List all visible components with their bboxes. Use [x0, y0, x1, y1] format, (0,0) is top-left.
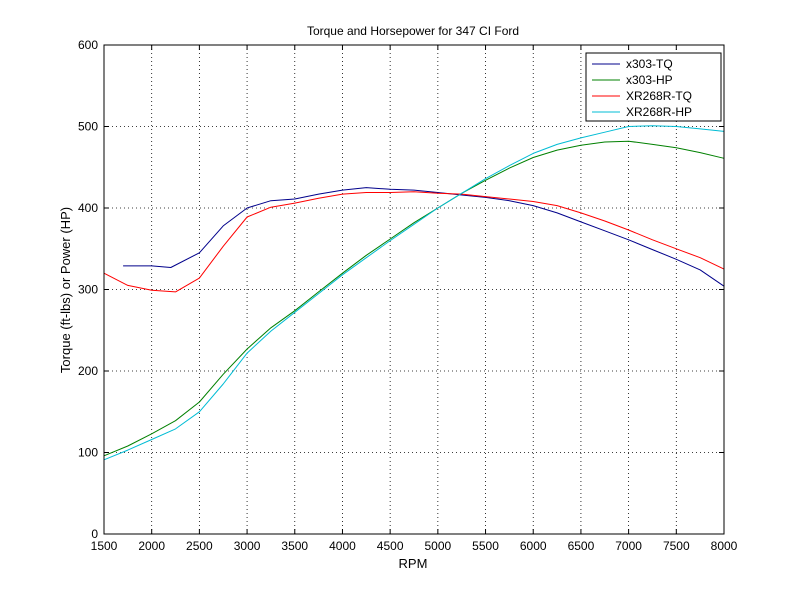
legend-label-x303-tq: x303-TQ [626, 57, 673, 71]
y-axis-label: Torque (ft-lbs) or Power (HP) [58, 207, 73, 373]
x-tick-label: 3500 [281, 539, 308, 553]
legend: x303-TQ x303-HP XR268R-TQ XR268R-HP [585, 52, 722, 122]
x-tick-label: 2500 [186, 539, 213, 553]
x-tick-label: 6000 [520, 539, 547, 553]
plot-lines [103, 125, 725, 461]
legend-label-xr268r-tq: XR268R-TQ [626, 89, 692, 103]
x-axis-label: RPM [399, 556, 428, 571]
x-tick-label: 7500 [663, 539, 690, 553]
y-tick-label: 400 [78, 201, 98, 215]
series-line-x303-tq [123, 187, 725, 287]
y-tick-label: 500 [78, 120, 98, 134]
x-tick-label: 7000 [615, 539, 642, 553]
chart-title: Torque and Horsepower for 347 CI Ford [307, 24, 519, 38]
y-tick-label: 200 [78, 364, 98, 378]
x-tick-label: 4500 [377, 539, 404, 553]
legend-label-x303-hp: x303-HP [626, 73, 673, 87]
x-tick-label: 8000 [711, 539, 738, 553]
series-line-xr268r-tq [103, 191, 725, 293]
x-tick-label: 1500 [91, 539, 118, 553]
x-tick-label: 6500 [568, 539, 595, 553]
y-tick-label: 300 [78, 283, 98, 297]
x-tick-label: 4000 [329, 539, 356, 553]
x-tick-label: 5000 [424, 539, 451, 553]
y-tick-label: 600 [78, 38, 98, 52]
series-line-x303-hp [103, 140, 725, 457]
series-line-xr268r-hp [103, 125, 725, 461]
legend-label-xr268r-hp: XR268R-HP [626, 105, 692, 119]
x-tick-label: 3000 [234, 539, 261, 553]
x-tick-label: 2000 [138, 539, 165, 553]
x-tick-label: 5500 [472, 539, 499, 553]
grid-lines [104, 45, 724, 534]
y-tick-label: 100 [78, 446, 98, 460]
y-tick-label: 0 [91, 527, 98, 541]
axis-ticks: 1500 2000 2500 3000 3500 4000 4500 5000 5500 6000… [78, 38, 738, 553]
